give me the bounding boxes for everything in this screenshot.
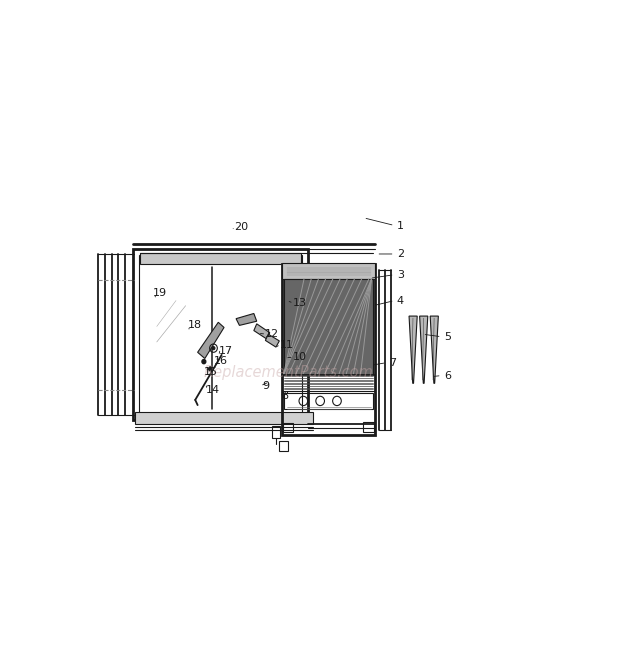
Text: ReplacementParts.com: ReplacementParts.com (204, 366, 374, 380)
Circle shape (209, 367, 213, 371)
Bar (281, 263, 375, 279)
Bar (363, 422, 374, 433)
Text: 11: 11 (280, 339, 293, 349)
Text: 20: 20 (234, 222, 248, 232)
Polygon shape (236, 313, 257, 325)
Text: 1: 1 (397, 220, 404, 230)
Polygon shape (430, 316, 438, 383)
Text: 2: 2 (397, 249, 404, 259)
Text: 18: 18 (188, 321, 202, 331)
Polygon shape (254, 324, 270, 339)
Circle shape (202, 360, 206, 364)
Text: 9: 9 (262, 381, 270, 391)
Text: 15: 15 (204, 367, 218, 377)
Text: 7: 7 (389, 358, 396, 368)
Bar (283, 423, 293, 433)
Text: 3: 3 (397, 269, 404, 280)
Text: 17: 17 (218, 346, 232, 356)
Text: 19: 19 (153, 288, 167, 298)
Bar (284, 392, 373, 409)
Text: 5: 5 (444, 332, 451, 342)
Text: 8: 8 (281, 391, 289, 401)
Polygon shape (265, 334, 279, 347)
Bar (133, 249, 308, 419)
Bar (138, 255, 303, 413)
Circle shape (212, 347, 215, 349)
Bar (283, 279, 373, 374)
Bar (281, 264, 375, 435)
Text: 6: 6 (444, 370, 451, 380)
Polygon shape (409, 316, 417, 383)
Bar (272, 426, 280, 437)
Polygon shape (198, 323, 224, 358)
Polygon shape (420, 316, 428, 383)
Text: 12: 12 (265, 329, 279, 339)
Bar (135, 413, 313, 424)
Text: 4: 4 (397, 296, 404, 306)
Text: 14: 14 (206, 385, 220, 395)
Bar (140, 253, 301, 264)
Text: 10: 10 (293, 353, 306, 362)
Bar (279, 442, 288, 451)
Text: 13: 13 (293, 298, 306, 308)
Text: 16: 16 (214, 356, 228, 366)
